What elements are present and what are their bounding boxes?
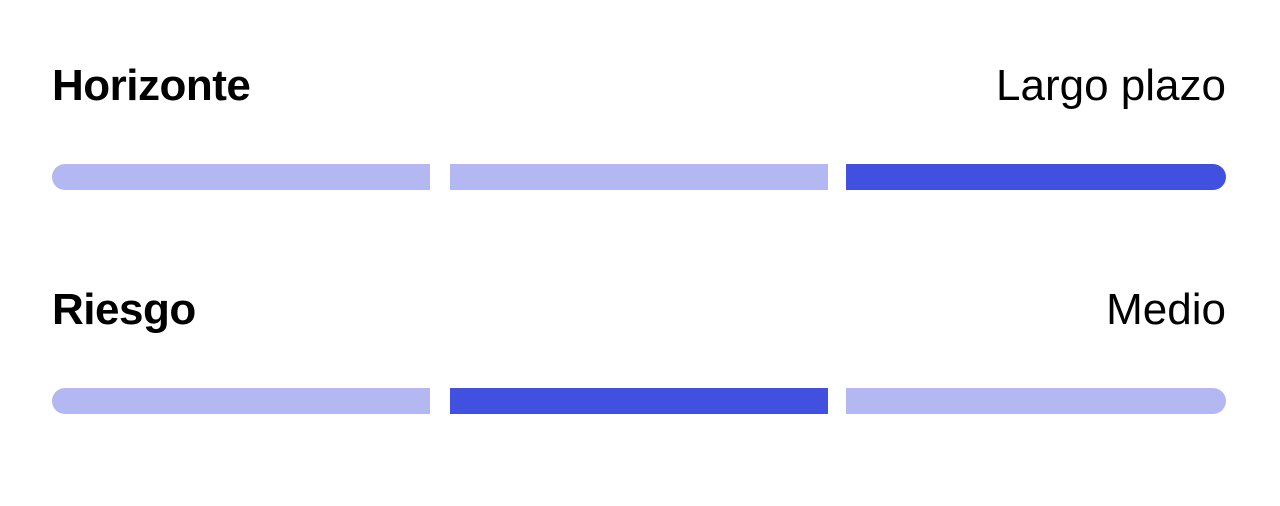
metric-label: Riesgo — [52, 285, 196, 334]
level-segment-1 — [52, 388, 430, 414]
level-bar — [52, 164, 1226, 190]
level-bar — [52, 388, 1226, 414]
metric-value: Largo plazo — [996, 61, 1226, 110]
level-segment-2 — [450, 388, 828, 414]
level-segment-2 — [450, 164, 828, 190]
metric-label: Horizonte — [52, 61, 251, 110]
metric-value: Medio — [1106, 285, 1226, 334]
level-segment-3 — [846, 164, 1226, 190]
level-segment-1 — [52, 164, 430, 190]
level-segment-3 — [846, 388, 1226, 414]
